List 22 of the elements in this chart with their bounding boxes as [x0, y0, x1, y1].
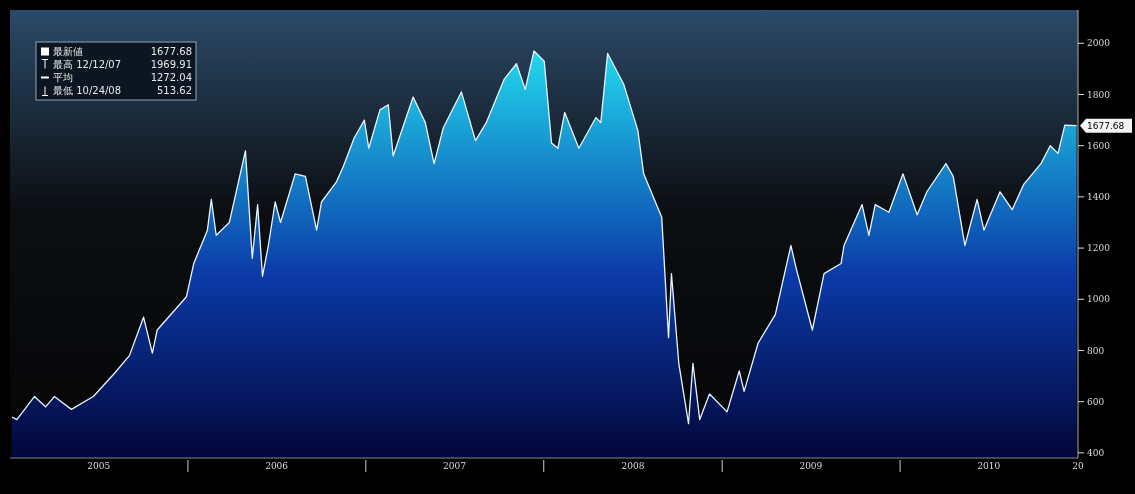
y-tick-label: 1600	[1087, 140, 1111, 151]
text: 最新値	[53, 46, 83, 57]
annotation: 1677.68	[150, 46, 192, 57]
y-tick-label: 800	[1087, 345, 1105, 356]
text: 平均 1272.04	[53, 72, 192, 83]
y-tick-label: 1000	[1087, 294, 1111, 305]
text: 最高 12/12/07 1969.91	[53, 59, 192, 70]
x-tick-label: 2010	[977, 461, 1001, 471]
y-tick-label: 600	[1087, 396, 1105, 407]
x-tick-label: 2008	[621, 461, 645, 471]
y-tick-label: 400	[1087, 448, 1105, 459]
x-tick-label: 2005	[87, 461, 111, 471]
y-tick-label: 2000	[1087, 38, 1111, 49]
x-tick-label: 20	[1072, 461, 1084, 471]
text: 最低 10/24/08 513.62	[53, 85, 192, 96]
x-tick-label: 2007	[443, 461, 467, 471]
text: 1677.68	[1087, 120, 1125, 131]
y-tick-label: 1200	[1087, 243, 1111, 254]
x-tick-label: 2006	[265, 461, 289, 471]
x-tick-label: 2009	[799, 461, 823, 471]
y-tick-label: 1400	[1087, 192, 1111, 203]
y-tick-label: 1800	[1087, 89, 1111, 100]
